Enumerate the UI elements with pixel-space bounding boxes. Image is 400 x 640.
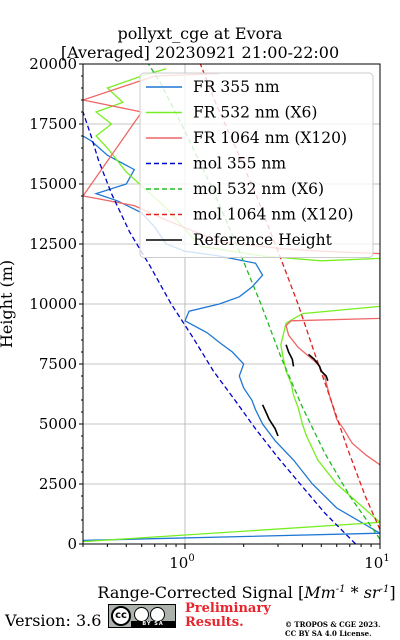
x-tick-label: 101 [364,553,389,572]
y-axis-label: Height (m) [0,260,16,348]
legend-label: mol 1064 nm (X120) [193,206,354,224]
y-tick-label: 2500 [39,475,77,493]
chart-title-line1: pollyxt_cge at Evora [117,24,283,43]
legend-label: FR 355 nm [193,78,280,96]
x-tick-label: 100 [169,553,194,572]
series-line-fr-355-nm [83,135,380,542]
series-line-reference-height [285,344,295,367]
license-strip: BY SA [131,621,175,627]
cc-by-sa-icon: cc BY SA [108,604,176,628]
preliminary-line1: Preliminary [185,601,271,616]
series-line-reference-height [307,353,329,382]
y-tick-label: 20000 [29,55,77,73]
y-tick-label: 7500 [39,355,77,373]
y-tick-label: 5000 [39,415,77,433]
copyright-notice: © TROPOS & CGE 2023. CC BY SA 4.0 Licens… [285,620,380,638]
chart-title-line2: [Averaged] 20230921 21:00-22:00 [60,43,340,62]
y-tick-label: 10000 [29,295,77,313]
version-label: Version: 3.6 [5,611,102,630]
series-line-reference-height [261,404,279,437]
preliminary-results-label: Preliminary Results. [185,602,271,630]
legend-label: mol 355 nm [193,155,286,173]
y-tick-label: 0 [67,535,77,553]
y-tick-label: 15000 [29,175,77,193]
cc-logo-icon: cc [111,606,131,626]
legend-label: mol 532 nm (X6) [193,180,324,198]
x-axis-label: Range-Corrected Signal [Mm-1 * sr-1] [97,583,395,602]
legend-label: Reference Height [193,231,333,249]
legend-label: FR 532 nm (X6) [193,104,317,122]
y-tick-label: 17500 [29,115,77,133]
attribution-icon [134,607,149,622]
legend-label: FR 1064 nm (X120) [193,129,347,147]
copyright-line2: CC BY SA 4.0 License. [285,629,372,638]
share-alike-icon [150,607,165,622]
series-line-fr-532-nm-x6 [83,68,380,543]
preliminary-line2: Results. [185,615,244,630]
y-tick-label: 12500 [29,235,77,253]
legend-box [139,72,374,258]
copyright-line1: © TROPOS & CGE 2023. [285,620,381,629]
series-line-mol-532-nm-x6 [147,64,380,540]
